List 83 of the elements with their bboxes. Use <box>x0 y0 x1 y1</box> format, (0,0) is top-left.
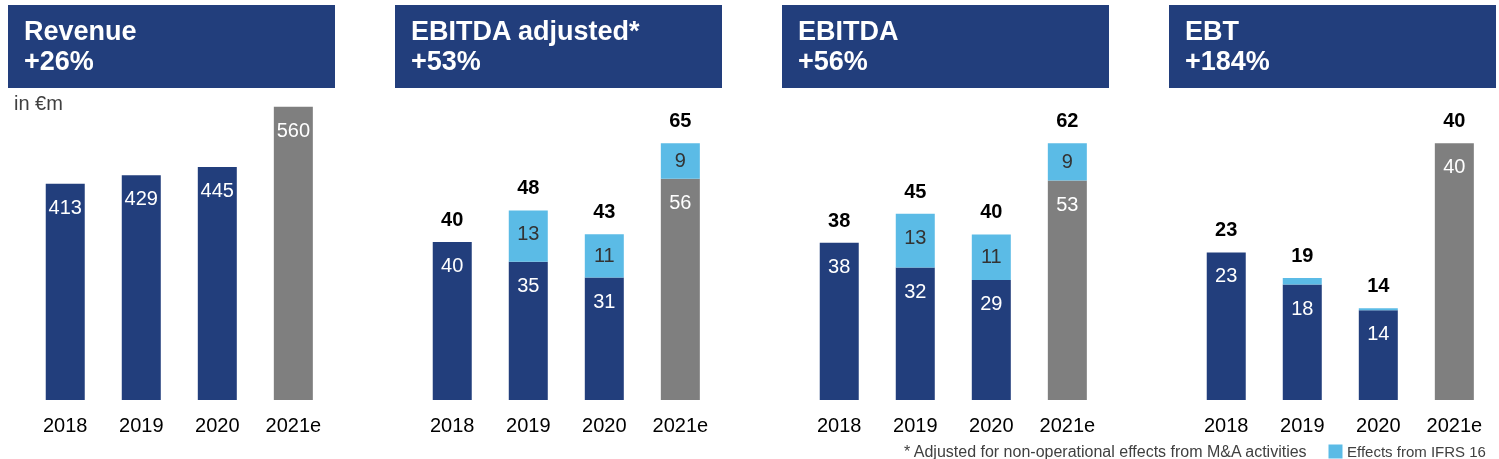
chart-subtitle: +56% <box>798 46 868 76</box>
data-label: 445 <box>200 178 234 201</box>
data-label: 40 <box>441 254 464 277</box>
chart-title: Revenue <box>24 16 137 46</box>
data-label: 35 <box>517 273 540 296</box>
data-label: 18 <box>1291 296 1314 319</box>
data-label: 56 <box>669 190 692 213</box>
x-tick-label: 2019 <box>893 413 938 436</box>
data-label: 31 <box>593 289 616 312</box>
bar <box>895 267 935 400</box>
bar <box>971 279 1011 400</box>
chart-subtitle: +26% <box>24 46 94 76</box>
chart-title: EBITDA <box>798 16 899 46</box>
bar <box>1282 278 1322 285</box>
data-label: 11 <box>593 243 615 266</box>
x-tick-label: 2021e <box>1426 413 1483 436</box>
bar <box>1358 310 1398 400</box>
data-label: 32 <box>904 279 927 302</box>
total-label: 19 <box>1291 244 1314 267</box>
bar <box>819 242 859 400</box>
legend-label: Effects from IFRS 16 <box>1347 442 1486 459</box>
total-label: 38 <box>828 208 851 231</box>
x-tick-label: 2020 <box>195 413 240 436</box>
x-tick-label: 2018 <box>43 413 88 436</box>
total-label: 43 <box>593 200 616 223</box>
bar <box>508 261 548 400</box>
annotation: in €m <box>14 92 63 114</box>
bar <box>432 242 472 400</box>
bar <box>1282 284 1322 400</box>
x-tick-label: 2020 <box>582 413 627 436</box>
bar <box>508 210 548 262</box>
bar <box>121 175 161 400</box>
x-tick-label: 2019 <box>1280 413 1325 436</box>
x-tick-label: 2019 <box>506 413 551 436</box>
data-label: 13 <box>517 222 540 245</box>
x-tick-label: 2020 <box>1356 413 1401 436</box>
total-label: 14 <box>1367 274 1391 297</box>
data-label: 53 <box>1056 192 1079 215</box>
x-tick-label: 2018 <box>817 413 862 436</box>
chart-title: EBT <box>1185 16 1240 46</box>
x-tick-label: 2018 <box>1204 413 1249 436</box>
bar <box>660 178 700 400</box>
bar <box>1206 252 1246 400</box>
total-label: 40 <box>980 200 1003 223</box>
bar <box>660 143 700 179</box>
data-label: 14 <box>1367 322 1390 345</box>
data-label: 23 <box>1215 264 1238 287</box>
x-tick-label: 2020 <box>969 413 1014 436</box>
bar <box>45 183 85 400</box>
x-tick-label: 2021e <box>265 413 322 436</box>
data-label: 29 <box>980 291 1003 314</box>
bar <box>1047 180 1087 400</box>
data-label: 413 <box>48 195 82 218</box>
total-label: 23 <box>1215 218 1238 241</box>
data-label: 11 <box>980 245 1002 268</box>
chart-subtitle: +53% <box>411 46 481 76</box>
x-tick-label: 2021e <box>652 413 709 436</box>
total-label: 65 <box>669 109 692 132</box>
x-tick-label: 2019 <box>119 413 164 436</box>
bar <box>197 166 237 400</box>
data-label: 40 <box>1443 155 1466 178</box>
bar <box>1047 143 1087 181</box>
data-label: 9 <box>1061 149 1073 172</box>
x-tick-label: 2018 <box>430 413 475 436</box>
chart-subtitle: +184% <box>1185 46 1270 76</box>
bar <box>584 234 624 278</box>
data-label: 13 <box>904 225 927 248</box>
data-label: 429 <box>124 187 158 210</box>
bar <box>895 213 935 268</box>
data-label: 9 <box>674 149 686 172</box>
total-label: 48 <box>517 176 540 199</box>
data-label: 560 <box>276 118 311 141</box>
bar <box>584 277 624 400</box>
bar <box>1434 143 1474 400</box>
total-label: 40 <box>1443 109 1466 132</box>
x-tick-label: 2021e <box>1039 413 1096 436</box>
data-label: 38 <box>828 254 851 277</box>
chart-title: EBITDA adjusted* <box>411 16 641 46</box>
total-label: 62 <box>1056 109 1079 132</box>
bar <box>971 234 1011 280</box>
total-label: 40 <box>441 208 464 231</box>
bar <box>273 106 313 400</box>
total-label: 45 <box>904 179 927 202</box>
